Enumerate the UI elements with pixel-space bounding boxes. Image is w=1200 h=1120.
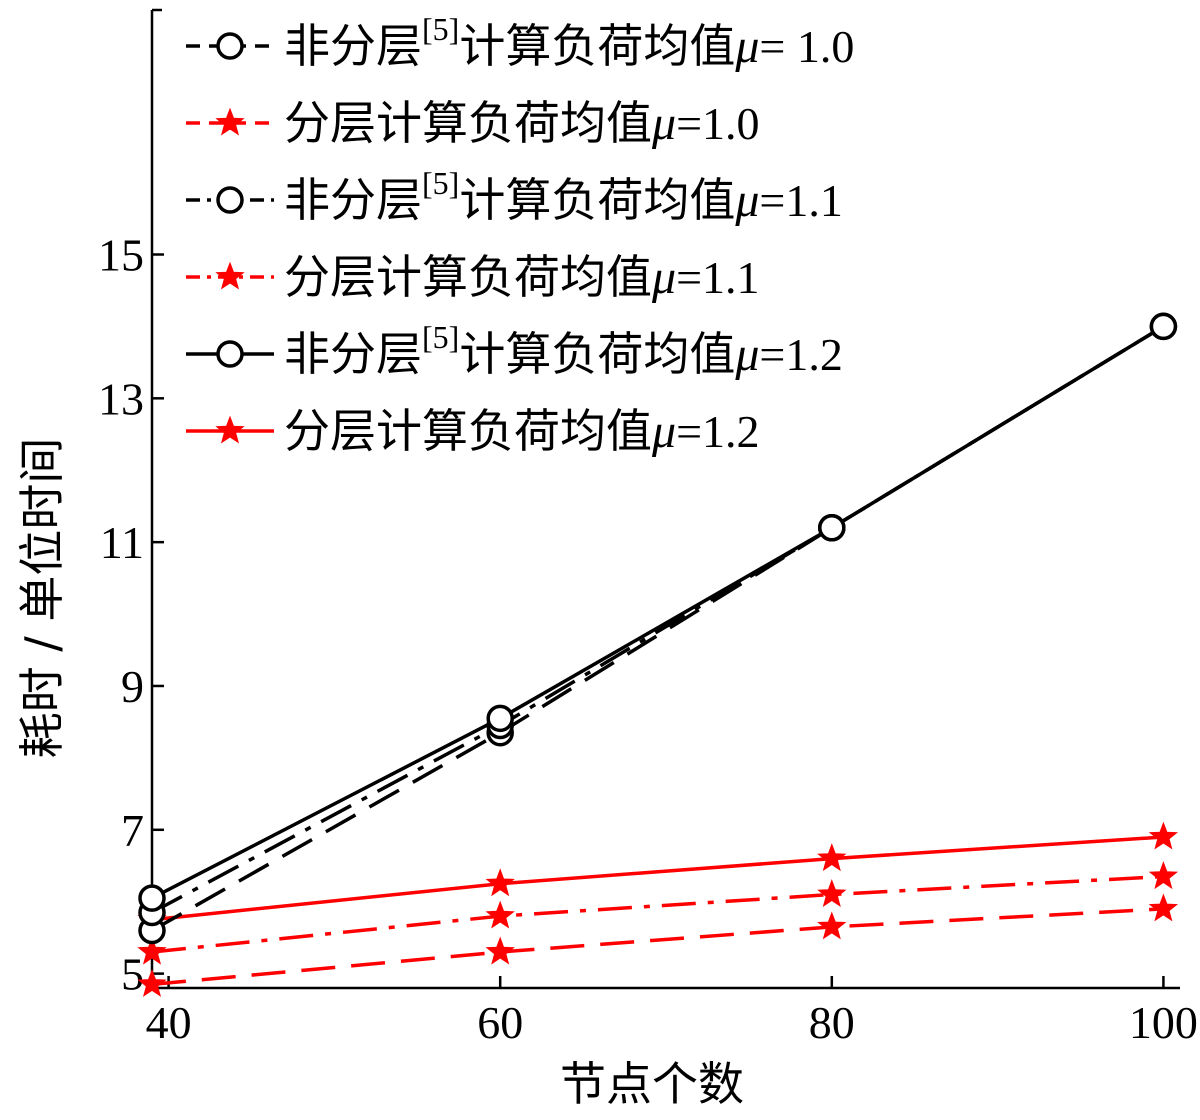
series-group	[137, 861, 1179, 965]
data-point	[215, 107, 245, 136]
data-point	[1148, 861, 1179, 890]
legend-label: 分层计算负荷均值μ=1.2	[284, 404, 760, 458]
legend-label: 分层计算负荷均值μ=1.1	[284, 250, 760, 304]
x-axis-label: 节点个数	[560, 1057, 744, 1111]
series-group	[137, 821, 1179, 933]
data-point	[215, 415, 245, 444]
y-tick-label: 5	[121, 949, 144, 1000]
series-line	[151, 835, 1164, 922]
x-tick-label: 80	[809, 997, 855, 1048]
series-line	[151, 874, 1164, 954]
data-point	[216, 186, 244, 214]
legend-item: 分层计算负荷均值μ=1.1	[186, 250, 760, 304]
series-line	[151, 324, 1165, 933]
y-axis-label: 耗时 / 单位时间	[15, 438, 69, 759]
series-group	[138, 312, 1178, 912]
legend-item: 非分层[5]计算负荷均值μ= 1.0	[186, 11, 854, 73]
legend-label: 非分层[5]计算负荷均值μ= 1.0	[284, 11, 854, 73]
y-tick-label: 7	[121, 805, 144, 856]
legend-item: 非分层[5]计算负荷均值μ=1.1	[186, 165, 843, 227]
legend-label: 分层计算负荷均值μ=1.0	[284, 96, 760, 150]
data-point	[817, 911, 847, 940]
y-tick-label: 13	[98, 373, 144, 424]
data-point	[818, 514, 846, 542]
data-point	[138, 884, 166, 912]
legend-item: 分层计算负荷均值μ=1.2	[186, 404, 760, 458]
series-group	[137, 893, 1179, 997]
data-point	[1148, 821, 1179, 850]
legend-label: 非分层[5]计算负荷均值μ=1.2	[284, 319, 843, 381]
y-tick-label: 15	[98, 230, 144, 281]
data-point	[1149, 312, 1178, 341]
data-point	[817, 879, 847, 907]
legend-item: 非分层[5]计算负荷均值μ=1.2	[186, 319, 843, 381]
y-tick-label: 9	[121, 661, 144, 712]
data-point	[817, 843, 847, 872]
data-point	[137, 936, 167, 965]
legend-item: 分层计算负荷均值μ=1.0	[186, 96, 760, 150]
series-line	[151, 324, 1165, 900]
plot-series	[137, 312, 1179, 997]
data-point	[485, 900, 515, 929]
legend-label: 非分层[5]计算负荷均值μ=1.1	[284, 165, 843, 227]
legend: 非分层[5]计算负荷均值μ= 1.0 分层计算负荷均值μ=1.0 非分层[5]计算负…	[186, 11, 854, 458]
y-tick-label: 11	[100, 517, 144, 568]
data-point	[486, 704, 514, 733]
series-line	[151, 907, 1164, 987]
x-tick-label: 40	[146, 997, 192, 1048]
data-point	[216, 32, 244, 60]
data-point	[215, 261, 245, 290]
x-tick-label: 100	[1129, 997, 1198, 1048]
data-point	[216, 340, 244, 368]
axes: 40 60 80 100 5 7 9 11 13 15	[98, 8, 1198, 1048]
x-tick-label: 60	[477, 997, 523, 1048]
data-point	[1148, 893, 1179, 922]
data-point	[137, 968, 167, 997]
data-point	[485, 936, 515, 965]
data-point	[485, 868, 515, 897]
